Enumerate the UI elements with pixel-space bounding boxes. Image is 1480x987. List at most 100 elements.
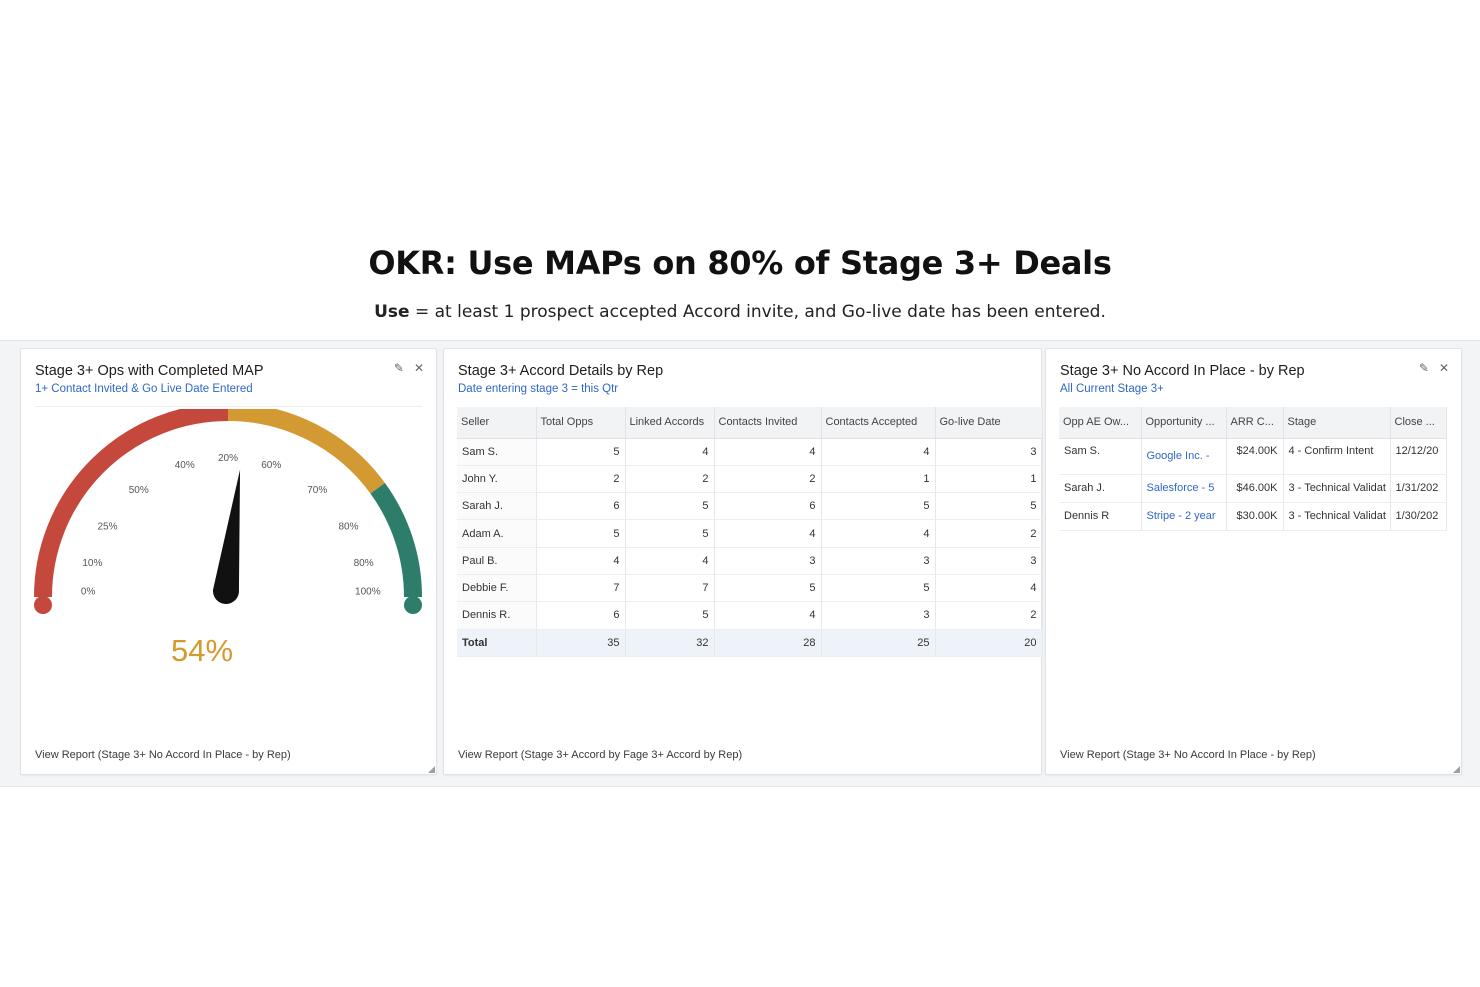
gauge-needle bbox=[213, 469, 241, 604]
pencil-icon[interactable]: ✎ bbox=[1418, 361, 1429, 375]
value-cell: 4 bbox=[714, 519, 822, 548]
opportunity-link[interactable]: Salesforce - 5 bbox=[1141, 474, 1227, 503]
value-cell: 28 bbox=[714, 629, 822, 657]
value-cell: 3 bbox=[935, 438, 1043, 466]
gauge-cap-right bbox=[404, 596, 422, 614]
no-accord-card-title: Stage 3+ No Accord In Place - by Rep bbox=[1060, 363, 1305, 379]
resize-handle[interactable] bbox=[428, 766, 435, 773]
table-row: Dennis R. 6 5 4 3 2 bbox=[457, 601, 1043, 630]
noacc-column-header[interactable]: Opp AE Ow... bbox=[1059, 407, 1142, 439]
accord-column-header[interactable]: Total Opps bbox=[536, 407, 626, 439]
page-subline: Use = at least 1 prospect accepted Accor… bbox=[0, 302, 1480, 322]
value-cell: 5 bbox=[536, 519, 626, 548]
value-cell: 4 bbox=[625, 438, 715, 466]
value-cell: 3 bbox=[821, 601, 936, 630]
value-cell: 5 bbox=[625, 492, 715, 521]
owner-cell: Sarah J. bbox=[1059, 474, 1142, 503]
subline-bold: Use bbox=[374, 302, 410, 322]
noacc-column-header[interactable]: ARR C... bbox=[1226, 407, 1284, 439]
table-row: Sarah J. Salesforce - 5 $46.00K 3 - Technic… bbox=[1059, 474, 1447, 503]
table-row: Sam S. 5 4 4 4 3 bbox=[457, 438, 1043, 466]
value-cell: 3 bbox=[821, 547, 936, 575]
stage-cell: 3 - Technical Validat bbox=[1283, 502, 1391, 531]
value-cell: 2 bbox=[935, 601, 1043, 630]
value-cell: 20 bbox=[935, 629, 1043, 657]
gauge-tick-label: 50% bbox=[129, 485, 149, 496]
seller-cell: John Y. bbox=[457, 465, 537, 494]
arr-cell: $46.00K bbox=[1226, 474, 1284, 503]
no-accord-table: Opp AE Ow... Opportunity ... ARR C... Stage… bbox=[1059, 407, 1447, 531]
arr-cell: $24.00K bbox=[1226, 438, 1284, 475]
pencil-icon[interactable]: ✎ bbox=[393, 361, 404, 375]
value-cell: 6 bbox=[536, 492, 626, 521]
resize-handle[interactable] bbox=[1453, 766, 1460, 773]
gauge-tick-label: 80% bbox=[338, 522, 358, 533]
value-cell: 2 bbox=[935, 519, 1043, 548]
arr-cell: $30.00K bbox=[1226, 502, 1284, 531]
close-date-cell: 1/30/202 bbox=[1390, 502, 1447, 531]
no-accord-card-subtitle[interactable]: All Current Stage 3+ bbox=[1060, 383, 1164, 395]
table-row: Debbie F. 7 7 5 5 4 bbox=[457, 574, 1043, 603]
card-tools: ✎ ✕ bbox=[1419, 361, 1449, 375]
noacc-column-header[interactable]: Close ... bbox=[1390, 407, 1447, 439]
stage-cell: 4 - Confirm Intent bbox=[1283, 438, 1391, 475]
value-cell: 4 bbox=[821, 438, 936, 466]
value-cell: 1 bbox=[821, 465, 936, 494]
table-row: John Y. 2 2 2 1 1 bbox=[457, 465, 1043, 494]
value-cell: 4 bbox=[536, 547, 626, 575]
value-cell: 5 bbox=[625, 519, 715, 548]
value-cell: 7 bbox=[536, 574, 626, 603]
close-icon[interactable]: ✕ bbox=[1438, 361, 1449, 375]
gauge-tick-label: 40% bbox=[175, 460, 195, 471]
opportunity-link[interactable]: Google Inc. - bbox=[1141, 438, 1227, 475]
value-cell: 5 bbox=[935, 492, 1043, 521]
table-row: Sam S. Google Inc. - $24.00K 4 - Confirm In… bbox=[1059, 438, 1447, 475]
gauge-tick-label: 70% bbox=[307, 485, 327, 496]
divider bbox=[35, 406, 422, 407]
table-row: Paul B. 4 4 3 3 3 bbox=[457, 547, 1043, 575]
close-icon[interactable]: ✕ bbox=[413, 361, 424, 375]
accord-column-header[interactable]: Go-live Date bbox=[935, 407, 1043, 439]
noacc-column-header[interactable]: Opportunity ... bbox=[1141, 407, 1227, 439]
owner-cell: Dennis R bbox=[1059, 502, 1142, 531]
table-row: Sarah J. 6 5 6 5 5 bbox=[457, 492, 1043, 521]
view-report-link[interactable]: View Report (Stage 3+ No Accord In Place… bbox=[1060, 749, 1316, 761]
accord-column-header[interactable]: Seller bbox=[457, 407, 537, 439]
accord-column-header[interactable]: Contacts Accepted bbox=[821, 407, 936, 439]
noacc-column-header[interactable]: Stage bbox=[1283, 407, 1391, 439]
gauge-tick-label: 100% bbox=[355, 586, 381, 597]
gauge-cap-left bbox=[34, 596, 52, 614]
total-row: Total 35 32 28 25 20 bbox=[457, 629, 1043, 657]
card-tools: ✎ ✕ bbox=[394, 361, 424, 375]
value-cell: 32 bbox=[625, 629, 715, 657]
accord-table: Seller Total Opps Linked Accords Contacts I… bbox=[457, 407, 1043, 657]
seller-cell: Paul B. bbox=[457, 547, 537, 575]
subline-text: = at least 1 prospect accepted Accord in… bbox=[409, 302, 1106, 322]
no-accord-card: Stage 3+ No Accord In Place - by Rep All… bbox=[1045, 348, 1462, 775]
opportunity-link[interactable]: Stripe - 2 year bbox=[1141, 502, 1227, 531]
gauge-tick-label: 10% bbox=[82, 558, 102, 569]
seller-cell: Debbie F. bbox=[457, 574, 537, 603]
view-report-link[interactable]: View Report (Stage 3+ Accord by Fage 3+ … bbox=[458, 749, 743, 761]
value-cell: 2 bbox=[625, 465, 715, 494]
gauge-tick-label: 0% bbox=[81, 586, 96, 597]
gauge-tick-label: 60% bbox=[261, 460, 281, 471]
value-cell: 2 bbox=[714, 465, 822, 494]
close-date-cell: 1/31/202 bbox=[1390, 474, 1447, 503]
gauge-tick-label: 80% bbox=[354, 558, 374, 569]
seller-cell: Sarah J. bbox=[457, 492, 537, 521]
table-row: Dennis R Stripe - 2 year $30.00K 3 - Techni… bbox=[1059, 502, 1447, 531]
accord-column-header[interactable]: Linked Accords bbox=[625, 407, 715, 439]
seller-cell: Dennis R. bbox=[457, 601, 537, 630]
accord-card-subtitle[interactable]: Date entering stage 3 = this Qtr bbox=[458, 383, 619, 395]
seller-cell: Adam A. bbox=[457, 519, 537, 548]
value-cell: 5 bbox=[821, 574, 936, 603]
gauge-tick-label: 25% bbox=[97, 522, 117, 533]
gauge-card: Stage 3+ Ops with Completed MAP 1+ Conta… bbox=[20, 348, 437, 775]
gauge-card-subtitle[interactable]: 1+ Contact Invited & Go Live Date Entere… bbox=[35, 383, 253, 395]
accord-column-header[interactable]: Contacts Invited bbox=[714, 407, 822, 439]
gauge-band-red bbox=[34, 409, 229, 598]
view-report-link[interactable]: View Report (Stage 3+ No Accord In Place… bbox=[35, 749, 291, 761]
value-cell: 5 bbox=[625, 601, 715, 630]
value-cell: 4 bbox=[714, 438, 822, 466]
